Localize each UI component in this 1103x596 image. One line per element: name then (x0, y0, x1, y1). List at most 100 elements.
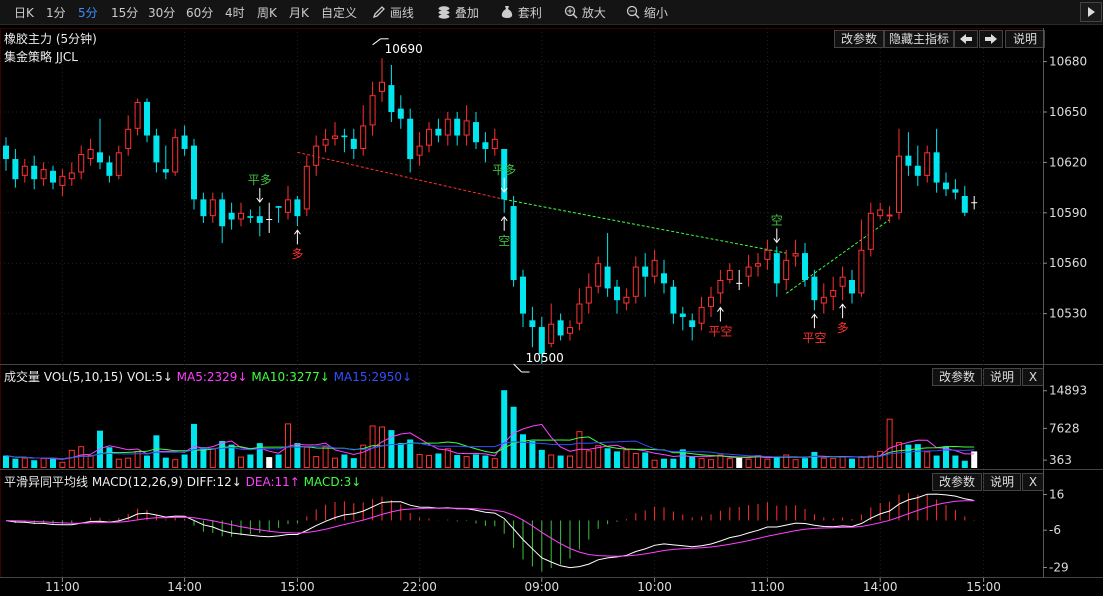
candle-body (482, 142, 488, 149)
candle-body (756, 264, 761, 266)
volume-bar (905, 445, 911, 468)
volume-bar (163, 458, 169, 468)
signal-label: 平多 (492, 163, 516, 177)
candle-body (915, 166, 921, 176)
candle-body (239, 213, 244, 219)
time-tick-label: 15:00 (280, 580, 315, 594)
candle-body (435, 129, 441, 136)
volume-bar (849, 459, 855, 468)
candle-body (210, 200, 215, 216)
trend-line (504, 199, 786, 253)
volume-bar (689, 457, 695, 468)
time-tick-label: 11:00 (45, 580, 80, 594)
candle-body (784, 260, 789, 279)
volume-bar (549, 455, 554, 467)
volume-tick-label: 7628 (1049, 421, 1080, 435)
price-tick-label: 10590 (1049, 206, 1087, 220)
volume-bar (868, 456, 873, 467)
volume-bar (633, 453, 638, 467)
candle-body (633, 267, 638, 296)
volume-tick-label: 363 (1049, 453, 1072, 467)
price-tick-label: 10650 (1049, 105, 1087, 119)
volume-bar (126, 458, 131, 467)
volume-bar (454, 455, 460, 468)
candle-body (304, 166, 309, 209)
candle-body (97, 152, 103, 162)
candle-body (905, 156, 911, 166)
volume-bar (60, 462, 65, 467)
candle-body (793, 254, 798, 256)
candle-body (50, 171, 56, 183)
volume-bar (341, 455, 347, 468)
candle-body (492, 139, 497, 148)
candle-body (3, 146, 9, 159)
candle-body (173, 138, 178, 172)
volume-bar (915, 444, 921, 468)
price-tick-label: 10680 (1049, 55, 1087, 69)
candle-body (727, 270, 732, 279)
candle-body (473, 122, 479, 142)
volume-bar (736, 458, 742, 468)
volume-bar (709, 460, 714, 468)
candle-body (802, 253, 808, 280)
volume-bar (182, 455, 188, 468)
extreme-label: 10500 (526, 351, 564, 365)
volume-bar (482, 456, 488, 468)
extreme-marker-line (373, 39, 381, 45)
candle-body (952, 189, 958, 192)
candle-body (709, 297, 714, 306)
candle-body (605, 267, 611, 289)
time-tick-label: 22:00 (402, 580, 437, 594)
volume-bar (821, 458, 826, 467)
volume-bar (88, 456, 93, 468)
candle-body (529, 320, 535, 327)
candle-body (718, 281, 723, 293)
signal-label: 平空 (708, 325, 732, 339)
volume-bar (934, 456, 940, 468)
candle-body (464, 121, 469, 135)
candle-body (407, 119, 413, 159)
price-tick-label: 10560 (1049, 256, 1087, 270)
signal-label: 平空 (802, 331, 826, 345)
signal-label: 多 (291, 247, 303, 261)
candle-body (511, 206, 517, 280)
candle-body (182, 136, 188, 149)
macd-tick-label: 16 (1049, 487, 1064, 501)
candle-body (60, 176, 65, 185)
candle-body (887, 215, 892, 216)
candle-body (878, 210, 883, 216)
volume-bar (586, 451, 591, 468)
candle-body (247, 216, 253, 218)
time-tick-label: 09:00 (525, 580, 560, 594)
volume-bar (266, 457, 272, 468)
volume-bar (859, 457, 864, 467)
candle-body (417, 146, 422, 155)
time-tick-label: 10:00 (637, 580, 672, 594)
volume-bar (831, 459, 836, 468)
candle-body (116, 153, 121, 176)
candle-body (586, 287, 591, 303)
volume-bar (699, 459, 704, 468)
candle-body (427, 129, 432, 145)
candle-body (126, 129, 131, 148)
candle-body (398, 109, 404, 119)
volume-bar (670, 459, 676, 468)
volume-bar (765, 459, 770, 467)
extreme-label: 10690 (385, 42, 423, 56)
candle-body (314, 146, 319, 165)
signal-label: 多 (837, 321, 849, 335)
trend-line (786, 220, 889, 294)
candle-body (135, 102, 140, 128)
candle-body (661, 273, 667, 283)
candle-body (689, 320, 695, 327)
candle-body (153, 136, 159, 163)
candle-body (831, 291, 836, 297)
candle-body (229, 213, 235, 220)
volume-bar (333, 458, 338, 467)
volume-bar (79, 447, 84, 468)
volume-bar (473, 455, 479, 468)
candle-body (821, 297, 826, 303)
volume-ma-line (6, 424, 974, 459)
candle-body (106, 162, 112, 175)
